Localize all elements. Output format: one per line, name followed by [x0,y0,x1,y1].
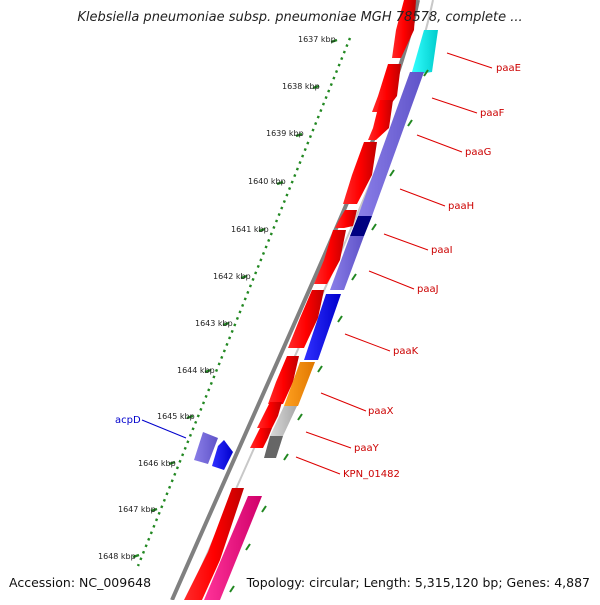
cds-forward[interactable] [288,290,324,348]
kbp-label: 1645 kbp [157,412,195,421]
kbp-label: 1648 kbp [98,552,136,561]
gene-label[interactable]: paaX [368,406,394,417]
kbp-labels: 1637 kbp 1638 kbp 1639 kbp 1640 kbp 1641… [98,35,336,561]
gene-label[interactable]: paaE [496,63,521,74]
cds-reverse[interactable] [412,30,438,74]
cds-reverse[interactable] [350,216,372,236]
cds-reverse[interactable] [204,496,262,600]
reverse-strand [194,30,438,600]
gene-label[interactable]: paaK [393,346,419,357]
gene-leaders [295,52,493,475]
kbp-label: 1639 kbp [266,129,304,138]
cds-reverse[interactable] [212,440,233,470]
gene-label[interactable]: paaG [465,147,491,158]
cds-reverse[interactable] [358,72,424,216]
gene-leader-acpd [141,419,187,439]
cds-forward[interactable] [392,0,416,58]
kbp-label: 1637 kbp [298,35,336,44]
kbp-label: 1640 kbp [248,177,286,186]
cds-forward[interactable] [268,356,299,404]
cds-reverse[interactable] [330,236,364,290]
kbp-label: 1644 kbp [177,366,215,375]
cds-forward[interactable] [257,402,282,428]
backbone-ticks [229,69,429,593]
cds-reverse[interactable] [304,294,341,360]
cds-forward[interactable] [314,230,346,284]
kbp-label: 1638 kbp [282,82,320,91]
gene-label[interactable]: paaY [354,443,380,454]
cds-forward[interactable] [372,64,401,112]
topology-label: Topology: circular; Length: 5,315,120 bp… [244,575,592,590]
gene-label[interactable]: acpD [115,415,141,426]
gene-label[interactable]: paaJ [417,284,439,295]
cds-reverse[interactable] [194,432,218,464]
gene-label[interactable]: KPN_01482 [343,469,400,480]
cds-reverse[interactable] [284,362,315,406]
cds-forward[interactable] [335,210,357,228]
cds-reverse[interactable] [264,436,283,458]
gene-labels: paaE paaF paaG paaH paaI paaJ paaK paaX … [115,63,521,480]
cds-forward[interactable] [184,488,244,600]
gene-label[interactable]: paaI [431,245,453,256]
kbp-label: 1643 kbp [195,319,233,328]
cds-forward[interactable] [250,428,272,448]
map-title: Klebsiella pneumoniae subsp. pneumoniae … [77,10,523,25]
kbp-label: 1647 kbp [118,505,156,514]
gene-label[interactable]: paaF [480,108,505,119]
genome-backbone [170,0,420,601]
forward-strand [184,0,416,600]
gene-label[interactable]: paaH [448,201,474,212]
cds-reverse[interactable] [270,406,297,436]
kbp-label: 1646 kbp [138,459,176,468]
kbp-label: 1641 kbp [231,225,269,234]
kbp-tick-marks [132,38,338,559]
accession-label: Accession: NC_009648 [7,575,154,590]
cds-forward[interactable] [343,142,377,204]
kbp-label: 1642 kbp [213,272,251,281]
cds-forward[interactable] [368,100,393,140]
